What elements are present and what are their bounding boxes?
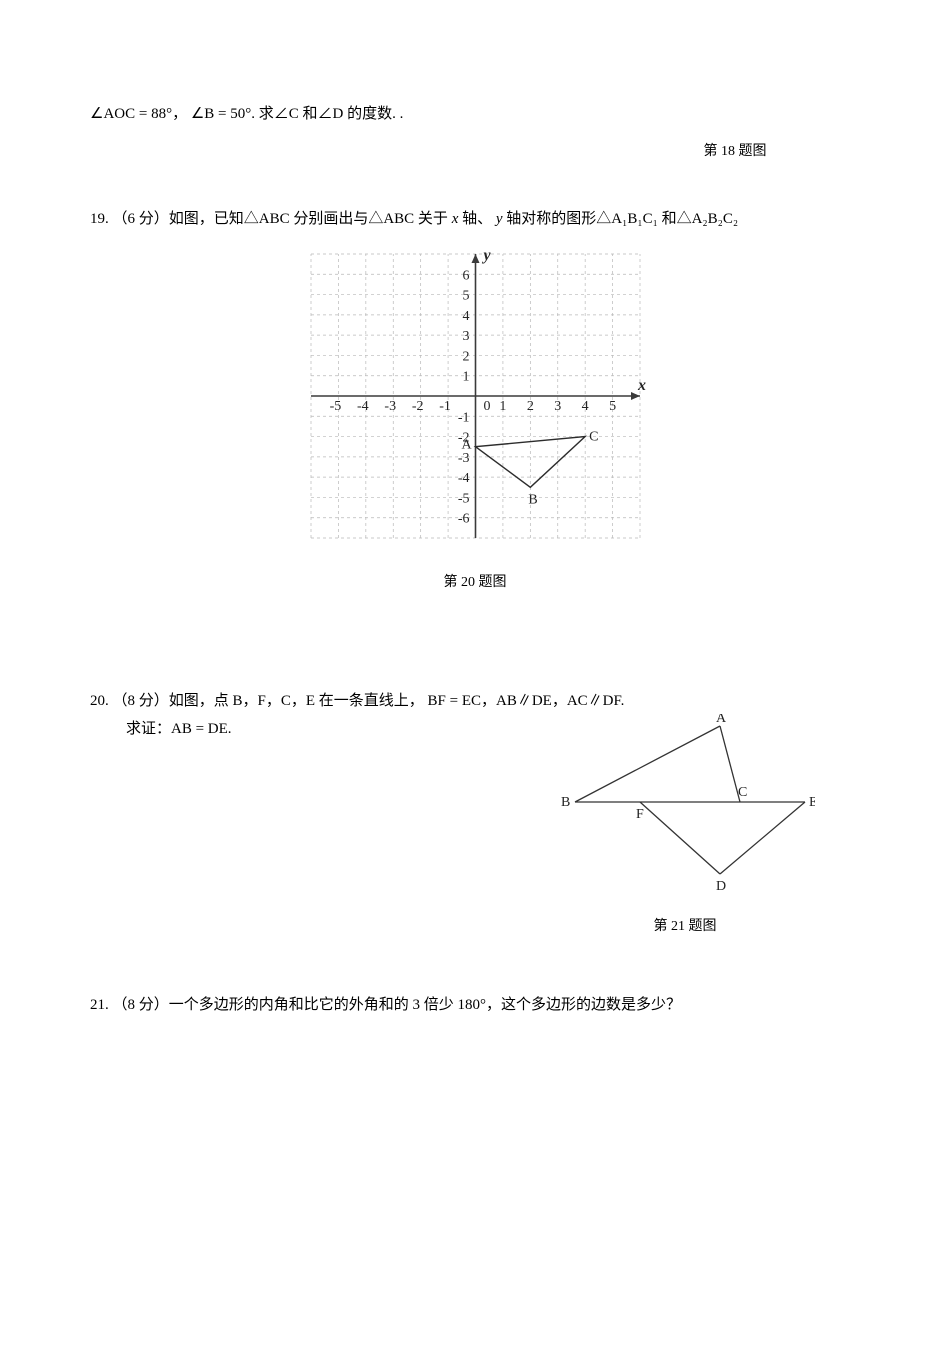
q20-block: 20. （8 分）如图，点 B，F，C，E 在一条直线上， BF = EC，AB…	[90, 687, 860, 905]
q20-line1: 20. （8 分）如图，点 B，F，C，E 在一条直线上， BF = EC，AB…	[90, 687, 860, 716]
svg-text:4: 4	[462, 308, 469, 323]
svg-text:A: A	[716, 714, 727, 726]
figure-21-label: 第 21 题图	[510, 914, 860, 941]
svg-text:-1: -1	[439, 399, 451, 414]
svg-text:C: C	[589, 429, 598, 444]
svg-text:x: x	[637, 377, 646, 394]
svg-text:-4: -4	[356, 399, 368, 414]
svg-text:E: E	[809, 795, 815, 810]
svg-text:1: 1	[462, 369, 469, 384]
svg-text:3: 3	[554, 399, 561, 414]
svg-text:D: D	[716, 879, 726, 894]
svg-text:F: F	[636, 807, 644, 822]
svg-text:-2: -2	[411, 399, 423, 414]
q20-diagram-svg: A B C E F D	[555, 714, 815, 894]
svg-text:3: 3	[462, 329, 469, 344]
q21-text: 21. （8 分）一个多边形的内角和比它的外角和的 3 倍少 180°，这个多边…	[90, 991, 860, 1020]
svg-text:-1: -1	[457, 410, 469, 425]
svg-text:B: B	[561, 795, 570, 810]
svg-text:1: 1	[499, 399, 506, 414]
svg-text:B: B	[528, 492, 537, 507]
svg-text:-5: -5	[457, 491, 469, 506]
svg-text:5: 5	[462, 288, 469, 303]
q18-continuation: ∠AOC = 88°， ∠B = 50°. 求∠C 和∠D 的度数. .	[90, 100, 860, 129]
svg-text:-3: -3	[457, 450, 469, 465]
coordinate-grid-svg: -5-4-3-2-112345-6-5-4-3-2-11234560xyABC	[303, 246, 648, 546]
svg-text:A: A	[461, 437, 472, 452]
svg-text:-4: -4	[457, 471, 469, 486]
q19-coordinate-grid: -5-4-3-2-112345-6-5-4-3-2-11234560xyABC	[90, 246, 860, 557]
svg-text:5: 5	[609, 399, 616, 414]
svg-text:-3: -3	[384, 399, 396, 414]
svg-text:4: 4	[581, 399, 588, 414]
svg-text:0: 0	[483, 399, 490, 414]
q19-text: 19. （6 分）如图，已知△ABC 分别画出与△ABC 关于 x 轴、 y 轴…	[90, 205, 860, 234]
svg-text:y: y	[481, 247, 491, 264]
figure-18-label: 第 18 题图	[610, 139, 860, 166]
svg-text:-6: -6	[457, 511, 469, 526]
svg-text:2: 2	[526, 399, 533, 414]
svg-text:C: C	[738, 785, 747, 800]
figure-20-label: 第 20 题图	[90, 570, 860, 597]
q20-diagram: A B C E F D	[510, 714, 860, 905]
svg-text:6: 6	[462, 268, 469, 283]
q18-text: ∠AOC = 88°， ∠B = 50°. 求∠C 和∠D 的度数. .	[90, 106, 403, 122]
svg-text:2: 2	[462, 349, 469, 364]
svg-text:-5: -5	[329, 399, 341, 414]
